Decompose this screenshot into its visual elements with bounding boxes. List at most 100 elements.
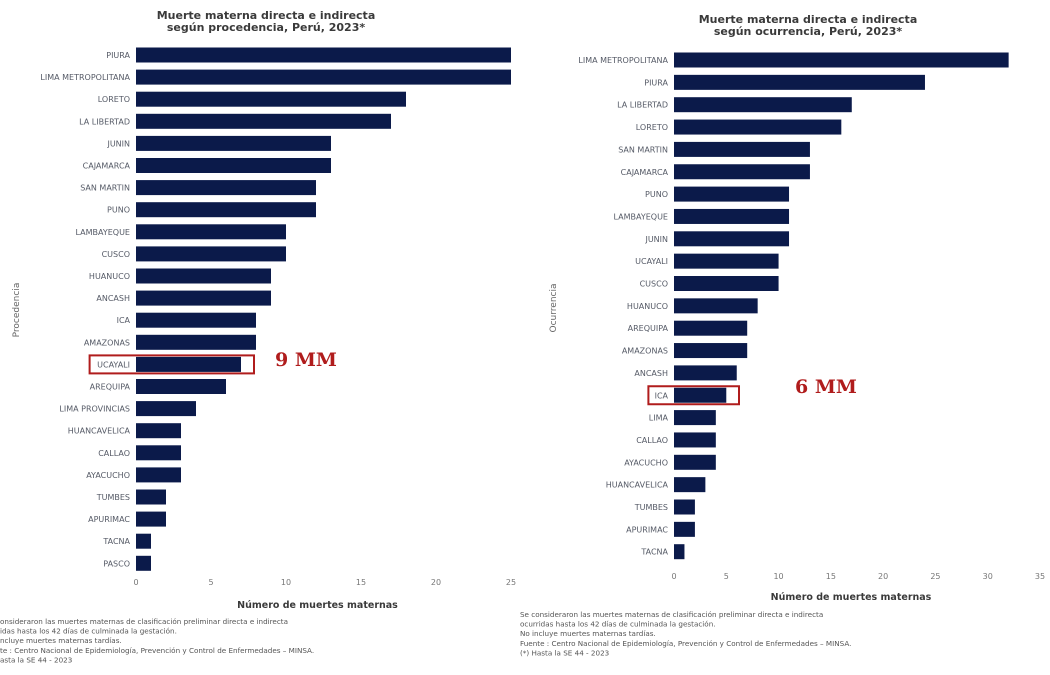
- category-label: PIURA: [106, 51, 130, 60]
- category-label: AREQUIPA: [90, 383, 131, 392]
- bar: [674, 97, 852, 113]
- category-label: AMAZONAS: [84, 338, 130, 347]
- bar: [136, 312, 256, 328]
- category-label: TUMBES: [634, 503, 668, 512]
- x-tick-label: 20: [431, 578, 441, 587]
- x-axis-label: Número de muertes maternas: [771, 592, 932, 603]
- category-label: LORETO: [636, 123, 668, 132]
- bar: [674, 186, 790, 202]
- footnote: idas hasta los 42 días de culminada la g…: [0, 627, 177, 636]
- bar: [674, 164, 810, 180]
- bar: [674, 521, 695, 537]
- bar: [136, 69, 511, 85]
- footnote: Se consideraron las muertes maternas de …: [520, 610, 823, 619]
- bar: [136, 224, 286, 240]
- x-tick-label: 15: [356, 578, 366, 587]
- x-tick-label: 5: [208, 578, 213, 587]
- chart-1: Muerte materna directa e indirectasegún …: [0, 9, 516, 664]
- chart-title: Muerte materna directa e indirecta: [157, 9, 376, 22]
- category-label: LORETO: [98, 95, 130, 104]
- x-tick-label: 30: [983, 572, 993, 581]
- x-tick-label: 20: [878, 572, 888, 581]
- bar: [136, 268, 271, 284]
- highlight-annotation: 6 MM: [795, 376, 857, 398]
- category-label: PUNO: [107, 206, 130, 215]
- bar: [136, 533, 151, 549]
- bar: [674, 208, 790, 224]
- x-tick-label: 10: [773, 572, 783, 581]
- category-label: AMAZONAS: [622, 347, 668, 356]
- bar: [136, 91, 406, 107]
- category-label: CUSCO: [640, 280, 668, 289]
- highlight-annotation: 9 MM: [275, 349, 337, 371]
- category-label: TUMBES: [96, 493, 130, 502]
- bar: [674, 454, 716, 470]
- bar: [136, 47, 511, 63]
- bar: [674, 499, 695, 515]
- bar: [136, 113, 391, 129]
- chart-title: Muerte materna directa e indirecta: [699, 13, 918, 26]
- bar: [136, 467, 181, 483]
- bar: [136, 180, 316, 196]
- bar: [136, 356, 241, 372]
- bar: [674, 365, 737, 381]
- footnote: Fuente : Centro Nacional de Epidemiologí…: [520, 639, 851, 648]
- bar: [674, 387, 727, 403]
- highlight-box: [647, 385, 741, 406]
- highlight-box: [88, 354, 255, 375]
- bar: [136, 290, 271, 306]
- category-label: LAMBAYEQUE: [75, 228, 130, 237]
- category-label: LIMA METROPOLITANA: [578, 56, 668, 65]
- bar: [674, 320, 748, 336]
- bar: [674, 231, 790, 247]
- category-label: ICA: [655, 391, 669, 400]
- bar: [136, 334, 256, 350]
- category-label: UCAYALI: [635, 257, 668, 266]
- bar: [674, 253, 779, 269]
- category-label: SAN MARTIN: [618, 145, 668, 154]
- category-label: PIURA: [644, 78, 668, 87]
- x-tick-label: 5: [724, 572, 729, 581]
- footnote: ncluye muertes maternas tardías.: [0, 636, 122, 645]
- bar: [674, 343, 748, 359]
- category-label: CAJAMARCA: [621, 168, 669, 177]
- x-tick-label: 0: [671, 572, 676, 581]
- category-label: LIMA METROPOLITANA: [40, 73, 130, 82]
- category-label: ANCASH: [96, 294, 130, 303]
- footnote: te : Centro Nacional de Epidemiología, P…: [0, 646, 314, 655]
- bar: [674, 276, 779, 291]
- category-label: CALLAO: [98, 449, 130, 458]
- bar: [136, 379, 226, 394]
- category-label: PASCO: [103, 559, 130, 568]
- x-tick-label: 25: [930, 572, 940, 581]
- chart-subtitle: según ocurrencia, Perú, 2023*: [714, 25, 903, 38]
- chart-subtitle: según procedencia, Perú, 2023*: [167, 21, 366, 34]
- category-label: LA LIBERTAD: [79, 117, 130, 126]
- category-label: APURIMAC: [626, 525, 668, 534]
- category-label: UCAYALI: [97, 360, 130, 369]
- category-label: HUANUCO: [89, 272, 130, 281]
- x-axis-label: Número de muertes maternas: [237, 600, 398, 611]
- bar: [136, 445, 181, 461]
- bar: [674, 544, 685, 560]
- category-label: JUNIN: [644, 235, 668, 244]
- bar: [674, 141, 810, 157]
- chart-2: Muerte materna directa e indirectasegún …: [520, 13, 1045, 657]
- bar: [136, 423, 181, 439]
- footnote: ocurridas hasta los 42 días de culminada…: [520, 620, 716, 629]
- bar: [674, 52, 1009, 68]
- category-label: HUANUCO: [627, 302, 668, 311]
- category-label: AYACUCHO: [86, 471, 130, 480]
- category-label: HUANCAVELICA: [606, 481, 669, 490]
- bar: [136, 158, 331, 173]
- category-label: HUANCAVELICA: [68, 427, 131, 436]
- bar: [136, 489, 166, 505]
- footnote: onsideraron las muertes maternas de clas…: [0, 617, 288, 626]
- category-label: JUNIN: [106, 139, 130, 148]
- x-tick-label: 0: [133, 578, 138, 587]
- bar: [136, 246, 286, 262]
- bar: [136, 202, 316, 218]
- bar: [674, 119, 842, 135]
- bar: [136, 511, 166, 527]
- footnote: No incluye muertes maternas tardías.: [520, 629, 656, 638]
